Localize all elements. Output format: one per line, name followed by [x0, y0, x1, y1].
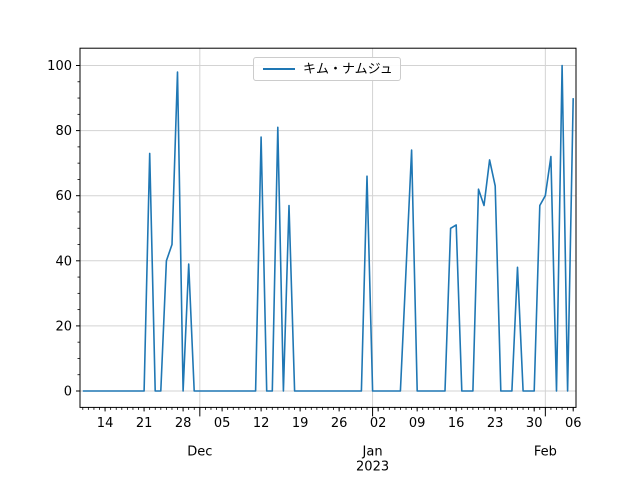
y-tick-label: 80	[55, 124, 72, 139]
y-tick-label: 20	[55, 319, 72, 334]
legend: キム・ナムジュ	[253, 57, 401, 81]
x-week-tick-label: 09	[409, 416, 426, 431]
x-week-tick-label: 14	[97, 416, 114, 431]
y-tick-label: 40	[55, 254, 72, 269]
x-week-tick-label: 06	[565, 416, 582, 431]
y-tick-label: 0	[64, 385, 72, 400]
x-week-tick-label: 23	[487, 416, 504, 431]
x-week-tick-label: 28	[175, 416, 192, 431]
x-week-tick-label: 19	[292, 416, 309, 431]
x-week-tick-label: 16	[448, 416, 465, 431]
x-week-tick-label: 12	[253, 416, 270, 431]
legend-series-label: キム・ナムジュ	[303, 61, 393, 77]
x-month-label: Feb	[534, 444, 557, 459]
x-year-label: 2023	[356, 459, 389, 474]
x-month-label: Jan	[362, 444, 383, 459]
x-week-tick-label: 05	[214, 416, 231, 431]
y-tick-label: 100	[47, 59, 72, 74]
legend-line-icon	[263, 68, 295, 70]
x-week-tick-label: 30	[526, 416, 543, 431]
x-week-tick-label: 02	[370, 416, 387, 431]
x-week-tick-label: 21	[136, 416, 153, 431]
x-month-label: Dec	[187, 444, 212, 459]
y-tick-label: 60	[55, 189, 72, 204]
x-week-tick-label: 26	[331, 416, 348, 431]
data-line-series	[82, 64, 574, 392]
